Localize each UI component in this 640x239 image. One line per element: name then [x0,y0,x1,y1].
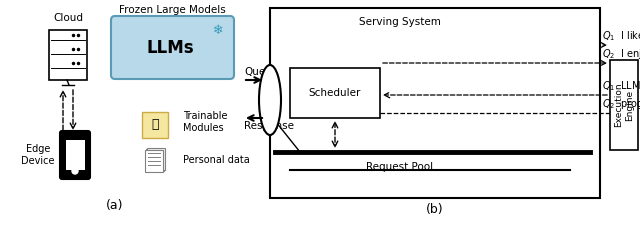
Text: Serving System: Serving System [359,17,441,27]
Text: Edge
Device: Edge Device [21,144,55,166]
Text: 🔥: 🔥 [151,119,159,131]
Bar [145,150,163,172]
Bar [270,8,600,198]
Circle shape [72,168,78,174]
Bar [290,68,380,118]
Text: Cloud: Cloud [53,13,83,23]
Text: Execution
Engine: Execution Engine [614,83,634,127]
Text: Request Pool: Request Pool [367,162,433,172]
Text: Personal data: Personal data [183,155,250,165]
Bar [65,140,84,170]
Text: Query: Query [244,67,276,77]
Bar [147,148,165,170]
FancyBboxPatch shape [60,131,90,179]
Text: LLMs: LLMs [146,39,194,57]
Text: ❄: ❄ [212,23,223,37]
Text: $Q_2$  programming: $Q_2$ programming [602,97,640,111]
Text: Response: Response [244,121,294,131]
FancyBboxPatch shape [142,112,168,138]
Text: Scheduler: Scheduler [309,88,361,98]
Text: (b): (b) [426,203,444,217]
Bar [610,60,638,150]
Text: Frozen Large Models: Frozen Large Models [118,5,225,15]
Text: (a): (a) [106,199,124,212]
Text: Trainable
Modules: Trainable Modules [183,111,227,133]
Text: $Q_1$  LLM: $Q_1$ LLM [602,79,640,93]
Bar [146,149,164,171]
Ellipse shape [259,65,281,135]
FancyBboxPatch shape [111,16,234,79]
Text: $Q_1$  I like: $Q_1$ I like [602,29,640,43]
Bar [49,30,87,80]
Text: $Q_2$  I enjoy: $Q_2$ I enjoy [602,47,640,61]
